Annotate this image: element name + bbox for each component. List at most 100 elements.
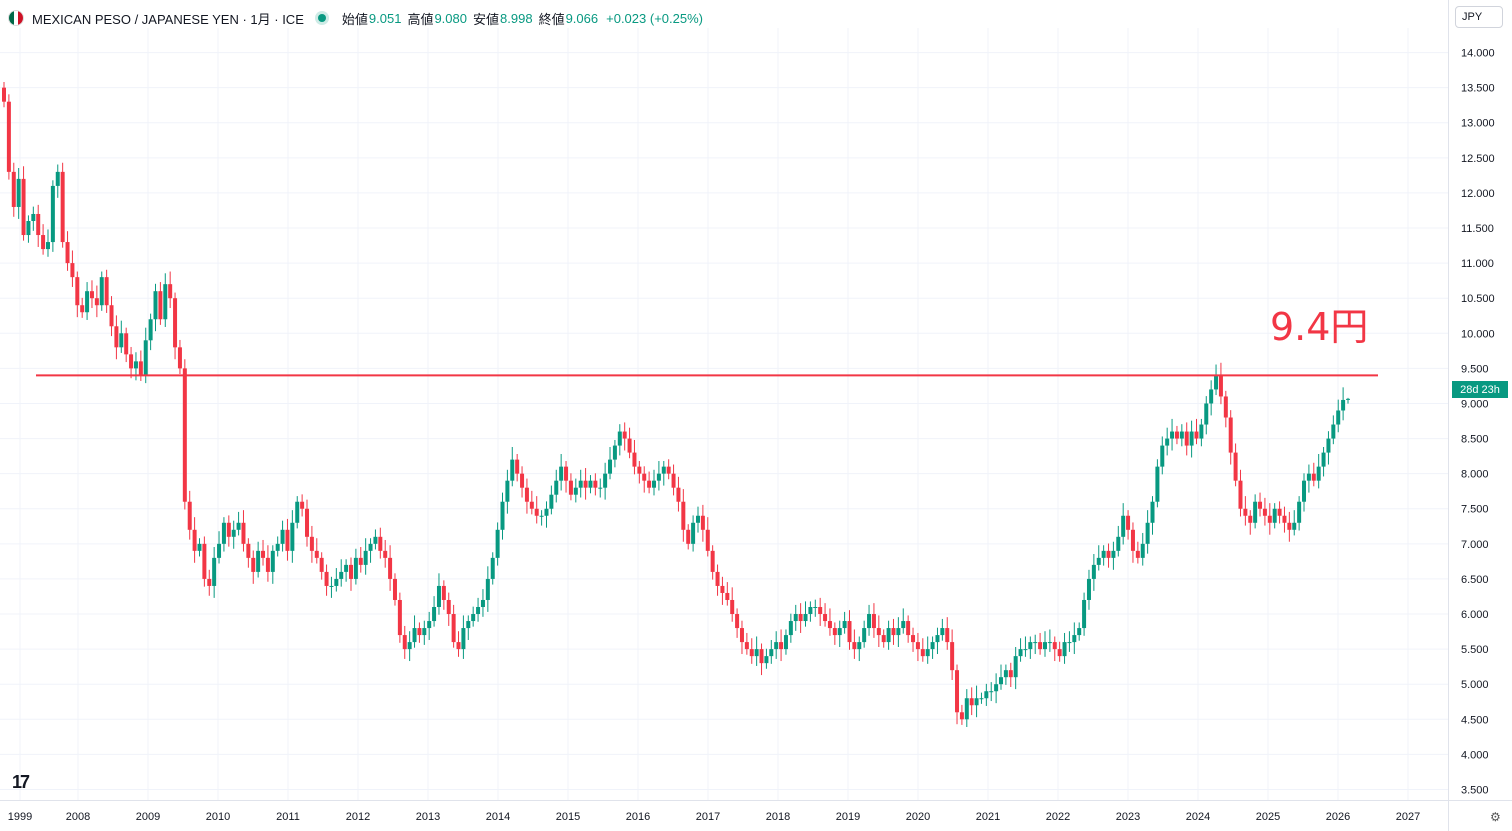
settings-gear-icon[interactable]: ⚙ [1490, 810, 1501, 824]
candle-body [984, 691, 989, 699]
annotation-text[interactable]: 9.4円 [1270, 305, 1369, 349]
candle-body [256, 550, 261, 572]
candle-body [114, 326, 119, 348]
candle-body [344, 564, 349, 572]
candle-body [622, 431, 627, 439]
candle-body [593, 480, 598, 488]
price-tick-label: 5.000 [1461, 679, 1489, 691]
candle-body [383, 550, 388, 558]
candle-body [45, 242, 50, 250]
candle-body [36, 213, 41, 236]
candle-body [710, 550, 715, 572]
candle-body [197, 543, 202, 551]
price-tick-label: 5.500 [1461, 644, 1489, 656]
candle-body [378, 536, 383, 551]
candle-body [251, 557, 256, 572]
candle-body [89, 291, 94, 299]
candle-body [353, 557, 358, 579]
candle-body [969, 698, 974, 706]
candle-body [994, 684, 999, 692]
candle-body [798, 614, 803, 622]
candle-body [671, 473, 676, 488]
candle-body [920, 649, 925, 657]
candle-body [432, 607, 437, 622]
candle-body [744, 642, 749, 650]
candle-body [324, 571, 329, 586]
tradingview-logo-icon[interactable]: 17 [12, 772, 30, 792]
candle-body [524, 487, 529, 502]
candle-body [642, 473, 647, 481]
candle-body [827, 621, 832, 629]
low-label: 安値 [473, 11, 500, 27]
candle-body [6, 101, 11, 172]
candle-body [818, 607, 823, 615]
candle-body [999, 677, 1004, 685]
candle-body [847, 621, 852, 643]
candle-body [212, 557, 217, 586]
price-tick-label: 11.000 [1461, 258, 1494, 270]
candle-body [1086, 578, 1091, 600]
candle-body [388, 557, 393, 579]
candle-body [588, 480, 593, 488]
candle-body [520, 473, 525, 488]
candle-body [495, 529, 500, 558]
candle-body [823, 614, 828, 622]
time-tick-label: 2012 [346, 811, 370, 823]
candle-body [1282, 515, 1287, 523]
candle-body [490, 557, 495, 579]
candle-body [138, 361, 143, 376]
candle-body [1218, 375, 1223, 397]
candle-body [192, 529, 197, 551]
candle-body [1028, 642, 1033, 650]
candle-body [373, 536, 378, 544]
candle-body [764, 656, 769, 664]
candle-body [99, 277, 104, 306]
candle-body [358, 557, 363, 565]
candle-body [2, 87, 6, 102]
price-tick-label: 12.500 [1461, 153, 1495, 165]
candle-body [1116, 536, 1121, 551]
candle-body [1248, 515, 1253, 523]
candle-body [788, 621, 793, 636]
candle-body [441, 585, 446, 600]
candle-body [793, 614, 798, 622]
candle-body [417, 628, 422, 636]
candle-body [901, 621, 906, 629]
currency-selector[interactable]: JPY [1455, 6, 1503, 28]
candle-body [11, 171, 16, 207]
candle-body [862, 628, 867, 643]
candle-body [955, 670, 960, 713]
candle-body [666, 466, 671, 474]
symbol-title[interactable]: MEXICAN PESO / JAPANESE YEN · 1月 · ICE [32, 11, 304, 27]
candle-body [1292, 522, 1297, 530]
time-tick-label: 2013 [416, 811, 440, 823]
candle-body [500, 501, 505, 530]
candle-body [686, 529, 691, 544]
candle-body [31, 213, 36, 221]
candle-body [236, 522, 241, 530]
candle-body [1165, 438, 1170, 446]
candle-body [1111, 550, 1116, 558]
candle-body [510, 459, 515, 481]
candle-body [656, 473, 661, 481]
candle-body [759, 649, 764, 664]
candle-body [539, 515, 544, 517]
candle-body [695, 515, 700, 523]
candle-body [1331, 424, 1336, 439]
candle-body [1121, 515, 1126, 537]
candle-body [265, 557, 270, 572]
candle-body [989, 691, 994, 693]
candle-body [1277, 508, 1282, 516]
candle-body [1341, 399, 1346, 411]
price-tick-label: 7.000 [1461, 539, 1489, 551]
candle-body [1038, 642, 1043, 650]
high-value: 9.080 [434, 10, 467, 26]
candle-body [104, 277, 109, 306]
candle-body [945, 628, 950, 643]
candle-body [1233, 452, 1238, 481]
candle-body [769, 649, 774, 657]
candle-body [119, 333, 124, 348]
candle-body [1223, 396, 1228, 418]
candle-body [725, 592, 730, 600]
